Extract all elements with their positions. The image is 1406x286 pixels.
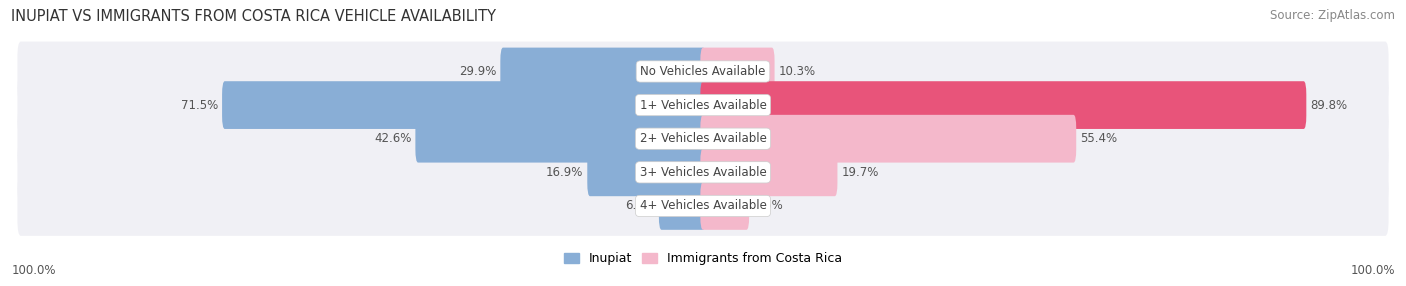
Text: 2+ Vehicles Available: 2+ Vehicles Available <box>640 132 766 145</box>
Text: Source: ZipAtlas.com: Source: ZipAtlas.com <box>1270 9 1395 21</box>
FancyBboxPatch shape <box>700 182 749 230</box>
FancyBboxPatch shape <box>588 148 706 196</box>
FancyBboxPatch shape <box>17 142 1389 202</box>
Text: 4+ Vehicles Available: 4+ Vehicles Available <box>640 199 766 212</box>
Text: 29.9%: 29.9% <box>458 65 496 78</box>
Text: No Vehicles Available: No Vehicles Available <box>640 65 766 78</box>
Text: 71.5%: 71.5% <box>181 99 218 112</box>
FancyBboxPatch shape <box>17 41 1389 102</box>
Text: 6.2%: 6.2% <box>624 199 655 212</box>
Text: 1+ Vehicles Available: 1+ Vehicles Available <box>640 99 766 112</box>
Text: 89.8%: 89.8% <box>1310 99 1347 112</box>
Legend: Inupiat, Immigrants from Costa Rica: Inupiat, Immigrants from Costa Rica <box>558 247 848 271</box>
Text: INUPIAT VS IMMIGRANTS FROM COSTA RICA VEHICLE AVAILABILITY: INUPIAT VS IMMIGRANTS FROM COSTA RICA VE… <box>11 9 496 23</box>
Text: 10.3%: 10.3% <box>779 65 815 78</box>
FancyBboxPatch shape <box>501 47 706 95</box>
FancyBboxPatch shape <box>222 81 706 129</box>
Text: 100.0%: 100.0% <box>11 265 56 277</box>
FancyBboxPatch shape <box>17 75 1389 135</box>
FancyBboxPatch shape <box>17 109 1389 169</box>
FancyBboxPatch shape <box>415 115 706 162</box>
Text: 100.0%: 100.0% <box>1350 265 1395 277</box>
FancyBboxPatch shape <box>659 182 706 230</box>
Text: 42.6%: 42.6% <box>374 132 412 145</box>
FancyBboxPatch shape <box>700 47 775 95</box>
FancyBboxPatch shape <box>700 148 838 196</box>
Text: 19.7%: 19.7% <box>841 166 879 179</box>
Text: 3+ Vehicles Available: 3+ Vehicles Available <box>640 166 766 179</box>
Text: 6.5%: 6.5% <box>754 199 783 212</box>
FancyBboxPatch shape <box>17 176 1389 236</box>
FancyBboxPatch shape <box>700 81 1306 129</box>
FancyBboxPatch shape <box>700 115 1076 162</box>
Text: 55.4%: 55.4% <box>1080 132 1118 145</box>
Text: 16.9%: 16.9% <box>546 166 583 179</box>
